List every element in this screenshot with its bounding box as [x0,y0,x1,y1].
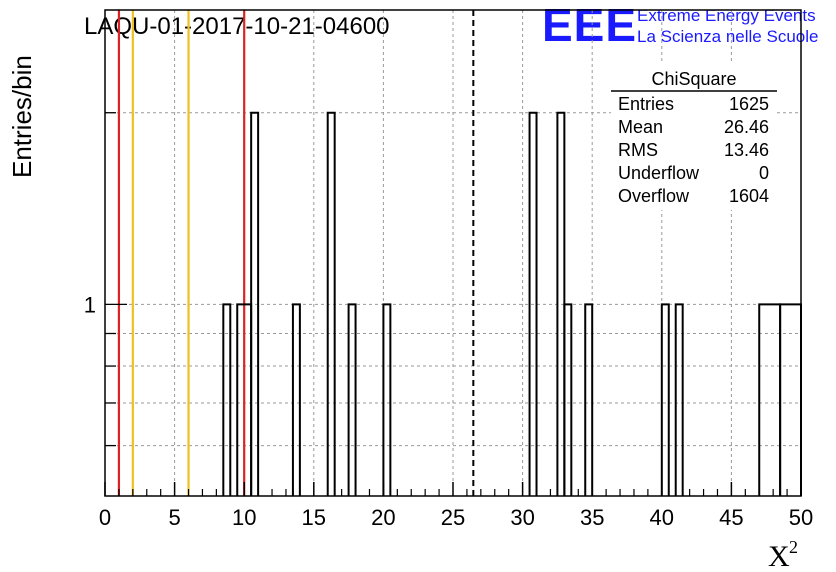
stats-row-label: Overflow [618,186,690,206]
x-axis-ticks: 0 5 10 15 20 25 30 35 40 45 50 [99,482,813,530]
histogram-bin [660,303,670,496]
y-axis-ticks: 1 [84,112,127,447]
x-tick-label: 45 [719,505,743,530]
stats-row-label: RMS [618,140,658,160]
x-axis-label-main: X [768,540,790,572]
histogram-bin [222,303,232,496]
stats-row-value: 1604 [729,186,769,206]
x-tick-label: 20 [371,505,395,530]
stats-row-label: Underflow [618,163,700,183]
x-tick-label: 0 [99,505,111,530]
stats-box: ChiSquare Entries 1625 Mean 26.46 RMS 13.46 Un… [611,64,777,210]
stats-row-label: Entries [618,94,674,114]
histogram-bin [326,111,336,496]
x-tick-label: 5 [168,505,180,530]
stats-row-value: 13.46 [724,140,769,160]
x-tick-label: 15 [302,505,326,530]
stats-box-background [611,64,777,210]
stats-row-value: 26.46 [724,117,769,137]
x-axis-label-superscript: 2 [789,537,798,557]
chart-title: LAQU-01-2017-10-21-04600 [84,13,390,40]
x-tick-label: 50 [789,505,813,530]
stats-row-value: 0 [759,163,769,183]
histogram-bin [382,303,392,496]
x-tick-label: 10 [232,505,256,530]
histogram-bin [758,303,782,496]
y-tick-label: 1 [84,292,96,317]
x-tick-label: 25 [441,505,465,530]
x-tick-label: 30 [510,505,534,530]
reference-lines [117,10,475,496]
y-axis-label: Entries/bin [7,55,37,178]
histogram-bin [250,111,260,496]
stats-row-value: 1625 [729,94,769,114]
stats-box-rows: Entries 1625 Mean 26.46 RMS 13.46 Underflow 0 Ov… [618,94,769,206]
histogram-bars [222,111,802,496]
eee-logo: EEE Extreme Energy Events La Scienza nel… [542,0,818,51]
histogram-bin [584,303,594,496]
grid-lines [105,10,801,496]
logo-line1: Extreme Energy Events [637,6,816,25]
histogram-bin [674,303,684,496]
x-tick-label: 40 [650,505,674,530]
histogram-bin [528,111,538,496]
logo-mark: EEE [542,0,637,51]
stats-box-title: ChiSquare [651,69,736,89]
x-axis-label: X 2 [768,537,798,572]
x-tick-label: 35 [580,505,604,530]
logo-line2: La Scienza nelle Scuole [637,27,818,46]
histogram-bin [291,303,301,496]
histogram-bin [563,303,573,496]
histogram-bin [347,303,357,496]
stats-row-label: Mean [618,117,663,137]
